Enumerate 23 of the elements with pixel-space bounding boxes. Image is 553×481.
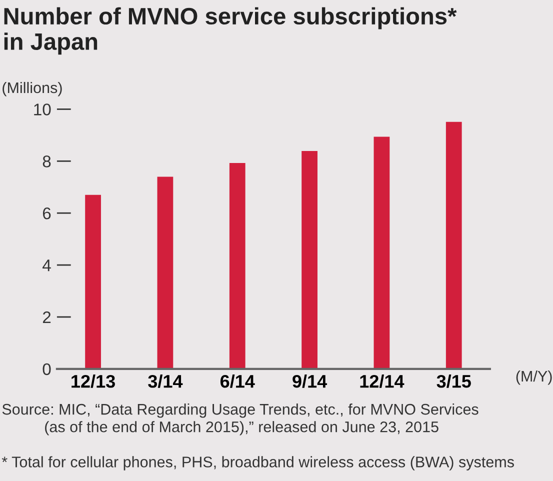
y-tick-label: 6 [42, 207, 51, 220]
x-tick-label: 3/15 [436, 374, 471, 388]
bar [302, 151, 318, 369]
chart-title: Number of MVNO service subscriptions* in Japan [4, 7, 457, 55]
x-tick-label: 12/13 [72, 374, 115, 388]
y-tick-label: 10 [34, 104, 51, 116]
y-axis-title: (Millions) [2, 82, 62, 96]
x-tick-label: 3/14 [148, 374, 183, 388]
x-tick-label: 9/14 [292, 374, 328, 388]
x-axis-title: (M/Y) [516, 370, 552, 385]
text: * Total for cellular phones, PHS, broadband wireless access (BWA) systems [2, 456, 514, 470]
y-tick-label: 4 [42, 260, 51, 272]
x-tick-label: 12/14 [360, 374, 404, 388]
bar [374, 136, 390, 369]
x-tick-label: 6/14 [220, 374, 255, 388]
bar [229, 162, 246, 369]
source-note: Source: MIC, “Data Regarding Usage Trends, etc., for MVNO Services (as of the end of March 2015),” released on June 23, 2015 [2, 404, 478, 436]
bar [85, 194, 101, 369]
y-tick-label: 8 [42, 156, 51, 168]
bar [446, 122, 462, 369]
y-tick-label: 2 [42, 311, 51, 324]
bar [157, 176, 174, 369]
y-tick-label: 0 [42, 363, 51, 376]
